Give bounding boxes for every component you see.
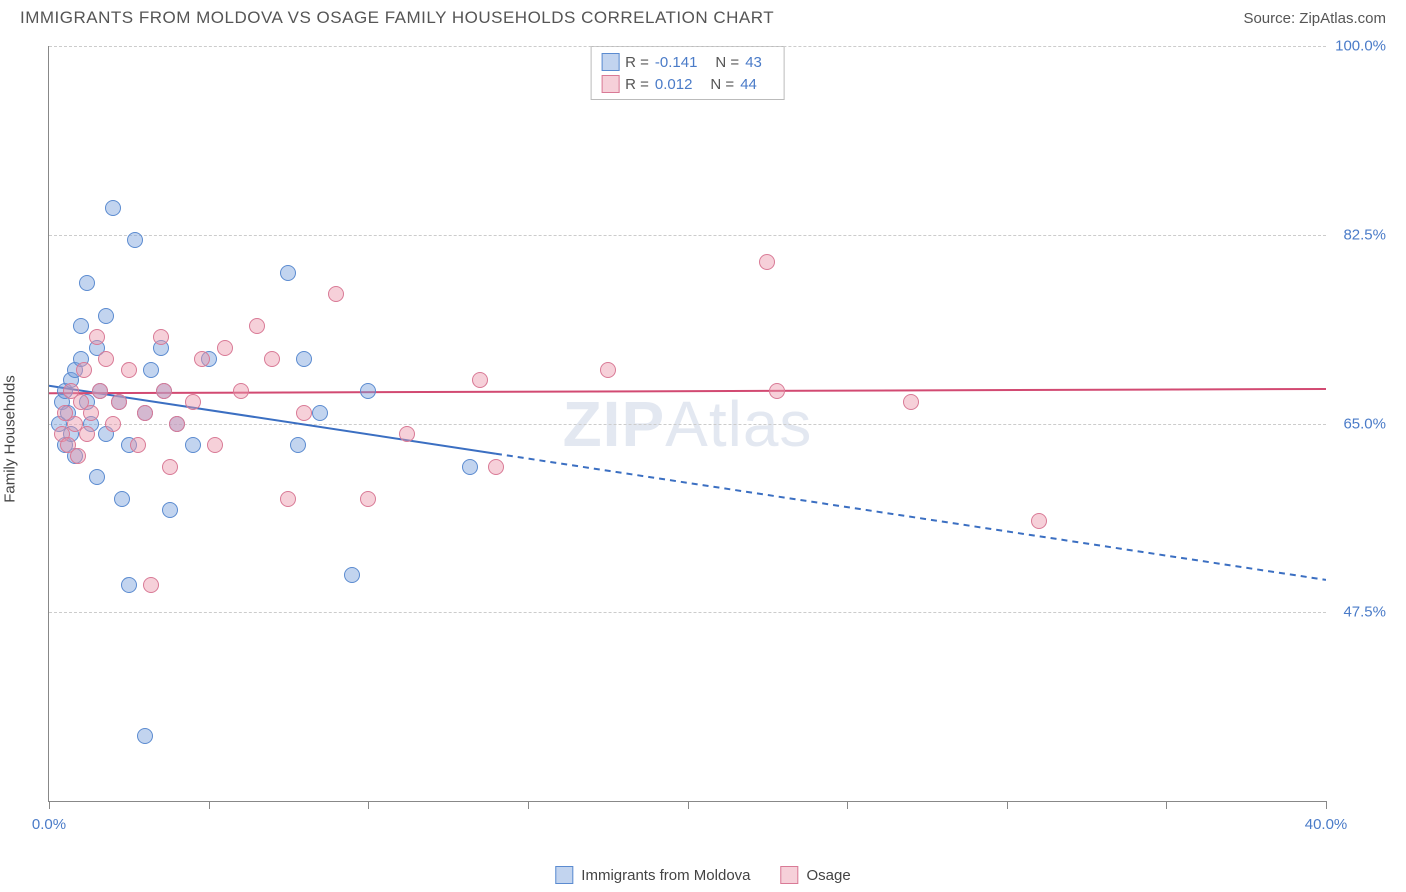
y-axis-title: Family Households [2,375,19,503]
legend-swatch-icon [555,866,573,884]
chart-source: Source: ZipAtlas.com [1243,10,1386,27]
x-tick [1007,801,1008,809]
x-tick [688,801,689,809]
data-point [249,318,265,334]
data-point [360,491,376,507]
data-point [121,362,137,378]
data-point [76,362,92,378]
data-point [137,728,153,744]
data-point [105,200,121,216]
x-tick [528,801,529,809]
data-point [79,275,95,291]
data-point [153,329,169,345]
x-tick [49,801,50,809]
data-point [105,416,121,432]
legend-swatch-icon [781,866,799,884]
grid-line [49,424,1326,425]
data-point [121,577,137,593]
data-point [488,459,504,475]
data-point [1031,513,1047,529]
data-point [360,383,376,399]
data-point [185,437,201,453]
legend-label: Immigrants from Moldova [581,867,750,884]
chart-header: IMMIGRANTS FROM MOLDOVA VS OSAGE FAMILY … [0,0,1406,32]
data-point [70,448,86,464]
data-point [92,383,108,399]
data-point [472,372,488,388]
correlation-row: R = 0.012 N = 44 [601,73,774,95]
data-point [143,362,159,378]
n-value: 43 [745,54,762,71]
data-point [73,318,89,334]
data-point [185,394,201,410]
data-point [296,351,312,367]
chart-title: IMMIGRANTS FROM MOLDOVA VS OSAGE FAMILY … [20,8,774,28]
data-point [312,405,328,421]
x-tick [1166,801,1167,809]
x-tick [1326,801,1327,809]
data-point [344,567,360,583]
data-point [162,459,178,475]
x-tick [368,801,369,809]
bottom-legend: Immigrants from Moldova Osage [555,866,850,884]
data-point [233,383,249,399]
data-point [769,383,785,399]
y-tick-label: 47.5% [1331,604,1386,621]
data-point [399,426,415,442]
y-tick-label: 65.0% [1331,415,1386,432]
grid-line [49,612,1326,613]
data-point [207,437,223,453]
data-point [280,265,296,281]
data-point [600,362,616,378]
legend-item: Immigrants from Moldova [555,866,750,884]
grid-line [49,46,1326,47]
data-point [143,577,159,593]
n-value: 44 [740,76,757,93]
grid-line [49,235,1326,236]
correlation-legend: R = -0.141 N = 43 R = 0.012 N = 44 [590,46,785,100]
data-point [127,232,143,248]
correlation-row: R = -0.141 N = 43 [601,51,774,73]
data-point [280,491,296,507]
data-point [264,351,280,367]
data-point [759,254,775,270]
data-point [217,340,233,356]
data-point [328,286,344,302]
data-point [296,405,312,421]
x-tick [847,801,848,809]
y-tick-label: 100.0% [1331,38,1386,55]
data-point [79,426,95,442]
series-swatch-icon [601,75,619,93]
r-value: 0.012 [655,76,693,93]
data-point [290,437,306,453]
x-tick-label: 40.0% [1305,816,1348,833]
r-value: -0.141 [655,54,698,71]
data-point [169,416,185,432]
data-point [89,329,105,345]
plot-area: ZIPAtlas R = -0.141 N = 43 R = 0.012 N =… [48,46,1326,802]
data-point [114,491,130,507]
data-point [83,405,99,421]
x-tick [209,801,210,809]
data-point [98,351,114,367]
data-point [98,308,114,324]
y-tick-label: 82.5% [1331,226,1386,243]
series-swatch-icon [601,53,619,71]
chart-container: Family Households ZIPAtlas R = -0.141 N … [48,46,1386,832]
data-point [462,459,478,475]
legend-label: Osage [807,867,851,884]
data-point [903,394,919,410]
data-point [194,351,210,367]
data-point [130,437,146,453]
data-point [137,405,153,421]
x-tick-label: 0.0% [32,816,66,833]
data-point [89,469,105,485]
data-point [156,383,172,399]
data-point [162,502,178,518]
legend-item: Osage [781,866,851,884]
data-point [111,394,127,410]
